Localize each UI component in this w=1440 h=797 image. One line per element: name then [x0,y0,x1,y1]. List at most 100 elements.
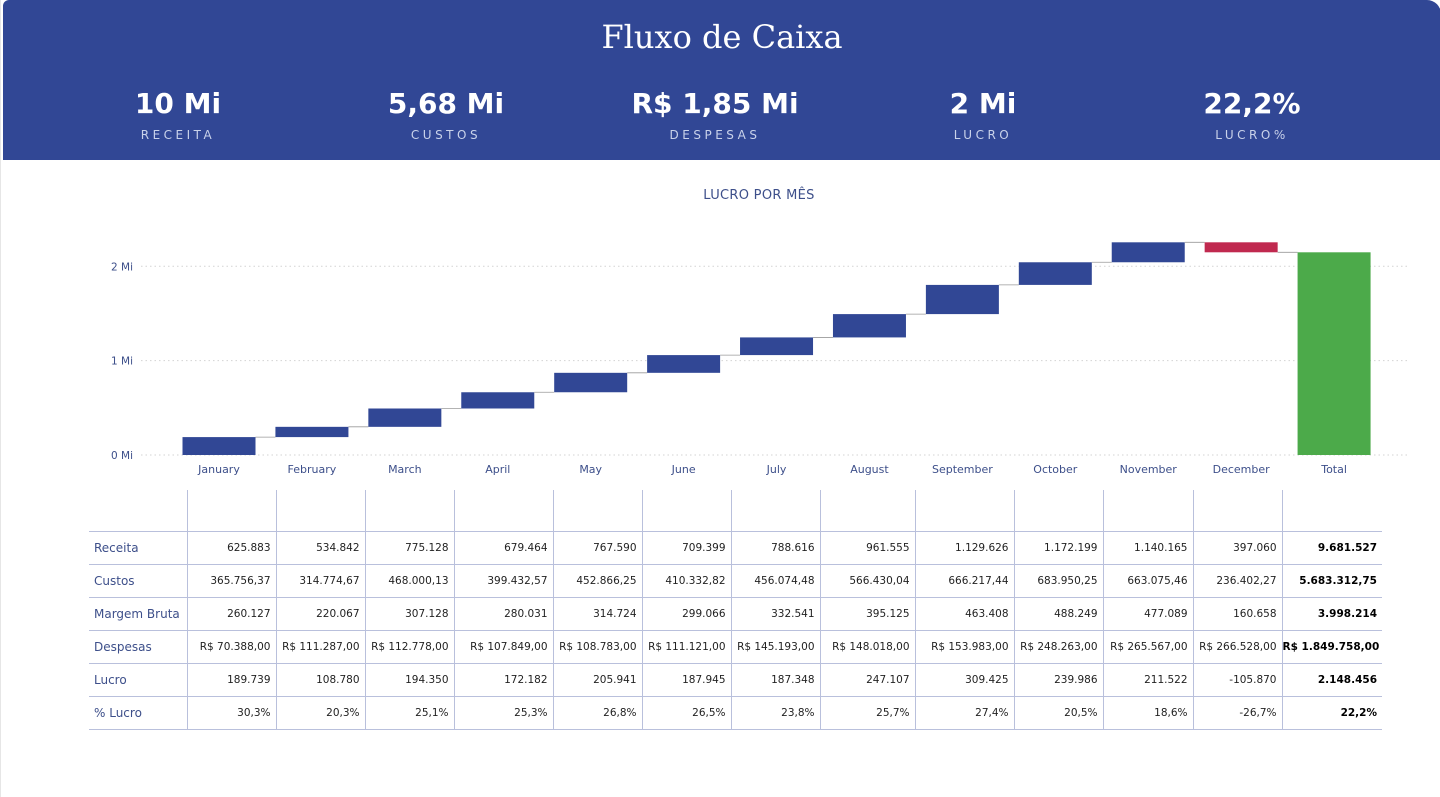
table-cell: R$ 148.018,00 [819,630,915,664]
table-cell: 18,6% [1102,696,1193,730]
waterfall-bar[interactable] [461,392,535,409]
table-row[interactable]: Custos 365.756,37 314.774,67 468.000,13 399.… [89,564,1382,598]
table-cell: 25,1% [364,696,454,730]
waterfall-bar[interactable] [1018,262,1092,285]
total-bar[interactable] [1297,252,1371,455]
column-header [914,490,1014,532]
total-cell: 5.683.312,75 [1281,564,1382,598]
total-cell: 9.681.527 [1281,531,1382,565]
table-cell: 187.945 [641,663,731,697]
kpi-label: CUSTOS [410,128,482,142]
table-cell: 625.883 [186,531,276,565]
table-cell: 25,3% [453,696,553,730]
table-cell: 307.128 [364,597,454,631]
x-tick-label: March [388,463,422,476]
table-cell: 488.249 [1013,597,1103,631]
column-header [89,490,187,532]
table-cell: 463.408 [914,597,1014,631]
column-header [1192,490,1282,532]
chart-title: LUCRO POR MÊS [703,188,815,203]
header-banner: Fluxo de Caixa 10 Mi RECEITA 5,68 Mi CUS… [3,0,1440,160]
total-cell: 22,2% [1281,696,1382,730]
waterfall-chart[interactable]: 0 Mi 1 Mi 2 Mi January February March April May… [1,230,1440,480]
table-cell: 775.128 [364,531,454,565]
x-tick-label: June [671,463,696,476]
x-tick-label: August [850,463,889,476]
table-row[interactable]: % Lucro 30,3% 20,3% 25,1% 25,3% 26,8% 26,5% 23,… [89,696,1382,730]
row-label: Lucro [89,663,187,697]
table-cell: 23,8% [730,696,820,730]
x-tick-label: February [288,463,337,476]
y-tick-label: 1 Mi [111,356,133,368]
table-cell: 220.067 [275,597,365,631]
column-header [1102,490,1193,532]
table-cell: 247.107 [819,663,915,697]
column-header [1013,490,1103,532]
column-header [1281,490,1382,532]
table-cell: 236.402,27 [1192,564,1282,598]
table-cell: 534.842 [275,531,365,565]
table-cell: R$ 108.783,00 [552,630,642,664]
table-row[interactable]: Receita 625.883 534.842 775.128 679.464 767.5… [89,531,1382,565]
table-cell: 280.031 [453,597,553,631]
table-cell: 395.125 [819,597,915,631]
table-cell: 456.074,48 [730,564,820,598]
table-row[interactable]: Margem Bruta 260.127 220.067 307.128 280.031… [89,597,1382,631]
table-cell: R$ 111.121,00 [641,630,731,664]
table-cell: 26,5% [641,696,731,730]
x-tick-label: September [932,463,993,476]
waterfall-bar[interactable] [740,337,814,356]
table-row[interactable]: Despesas R$ 70.388,00 R$ 111.287,00 R$ 112.… [89,630,1382,664]
table-cell: 108.780 [275,663,365,697]
table-cell: 1.140.165 [1102,531,1193,565]
table-cell: 452.866,25 [552,564,642,598]
waterfall-bar[interactable] [554,372,628,393]
waterfall-bar[interactable] [647,355,721,373]
table-cell: R$ 266.528,00 [1192,630,1282,664]
waterfall-bar[interactable] [182,437,256,455]
table-cell: 666.217,44 [914,564,1014,598]
row-label: Despesas [89,630,187,664]
table-cell: 20,3% [275,696,365,730]
table-cell: R$ 153.983,00 [914,630,1014,664]
table-cell: 160.658 [1192,597,1282,631]
waterfall-bar[interactable] [275,426,349,438]
table-cell: 477.089 [1102,597,1193,631]
kpi-despesas[interactable]: R$ 1,85 Mi DESPESAS [585,86,845,142]
x-tick-label: January [197,463,240,476]
table-row[interactable]: Lucro 189.739 108.780 194.350 172.182 205.941… [89,663,1382,697]
table-cell: R$ 145.193,00 [730,630,820,664]
table-cell: 332.541 [730,597,820,631]
kpi-lucro-percent[interactable]: 22,2% LUCRO% [1122,86,1382,142]
table-cell: 187.348 [730,663,820,697]
kpi-value: R$ 1,85 Mi [631,87,799,120]
table-cell: 309.425 [914,663,1014,697]
table-cell: 767.590 [552,531,642,565]
kpi-value: 22,2% [1203,87,1301,120]
x-tick-label: Total [1320,463,1347,476]
waterfall-bar[interactable] [832,314,906,338]
table-cell: -105.870 [1192,663,1282,697]
table-cell: 663.075,46 [1102,564,1193,598]
kpi-custos[interactable]: 5,68 Mi CUSTOS [316,86,576,142]
kpi-value: 5,68 Mi [387,87,505,120]
table-cell: R$ 112.778,00 [364,630,454,664]
row-label: Custos [89,564,187,598]
waterfall-bar[interactable] [368,408,442,427]
waterfall-bar[interactable] [925,284,999,315]
table-cell: 365.756,37 [186,564,276,598]
waterfall-bar[interactable] [1204,242,1278,253]
table-cell: 566.430,04 [819,564,915,598]
waterfall-bar[interactable] [1111,242,1185,263]
page-title: Fluxo de Caixa [601,18,843,56]
table-cell: 410.332,82 [641,564,731,598]
x-tick-label: July [766,463,787,476]
table-cell: 1.129.626 [914,531,1014,565]
kpi-receita[interactable]: 10 Mi RECEITA [48,86,308,142]
kpi-label: LUCRO% [1215,128,1289,142]
kpi-lucro[interactable]: 2 Mi LUCRO [853,86,1113,142]
table-cell: 468.000,13 [364,564,454,598]
table-cell: 205.941 [552,663,642,697]
table-cell: 788.616 [730,531,820,565]
